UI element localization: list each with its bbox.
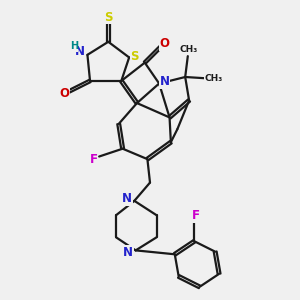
Text: S: S xyxy=(104,11,112,23)
Text: N: N xyxy=(75,45,85,58)
Text: O: O xyxy=(59,87,70,101)
Text: S: S xyxy=(130,50,139,63)
Text: N: N xyxy=(160,75,170,88)
Text: N: N xyxy=(123,246,134,259)
Text: H: H xyxy=(70,41,78,52)
Text: O: O xyxy=(159,38,169,50)
Text: N: N xyxy=(122,192,132,205)
Text: F: F xyxy=(192,209,200,222)
Text: CH₃: CH₃ xyxy=(204,74,223,83)
Text: F: F xyxy=(89,153,98,166)
Text: CH₃: CH₃ xyxy=(180,45,198,54)
